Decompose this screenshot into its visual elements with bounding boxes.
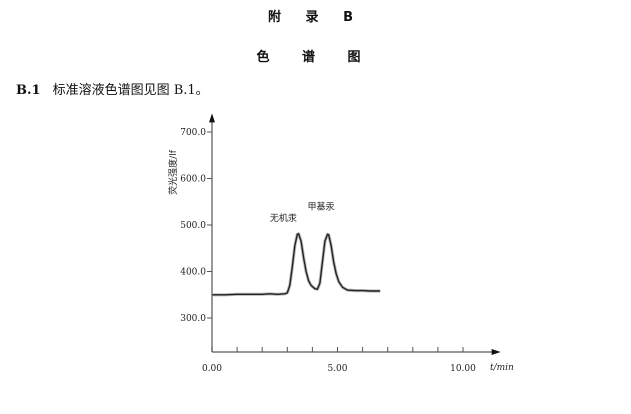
- x-tick-label: 5.00: [327, 364, 347, 374]
- x-axis-label: t/min: [490, 363, 514, 373]
- appendix-title: 附 录 B: [268, 10, 363, 25]
- series-line: [212, 233, 381, 296]
- x-tick-label: 10.00: [450, 364, 476, 374]
- paragraph-text: 标准溶液色谱图见图 B.1。: [52, 83, 209, 98]
- x-axis-arrow: [491, 348, 501, 355]
- y-axis-arrow: [209, 113, 215, 123]
- y-tick-label: 700.0: [180, 128, 206, 138]
- x-tick-label: 0.00: [202, 364, 222, 374]
- y-tick-label: 500.0: [180, 221, 206, 231]
- y-tick-label: 600.0: [180, 175, 206, 185]
- section-title: 色 谱 图: [256, 50, 375, 65]
- peak-annotation: 无机汞: [270, 212, 297, 224]
- peak-annotation: 甲基汞: [307, 200, 334, 212]
- y-tick-label: 300.0: [180, 314, 206, 324]
- y-axis-label: 荧光强度/lf: [167, 149, 179, 195]
- paragraph: B.1 标准溶液色谱图见图 B.1。: [16, 79, 209, 98]
- paragraph-number: B.1: [16, 83, 41, 98]
- y-tick-label: 400.0: [180, 268, 206, 278]
